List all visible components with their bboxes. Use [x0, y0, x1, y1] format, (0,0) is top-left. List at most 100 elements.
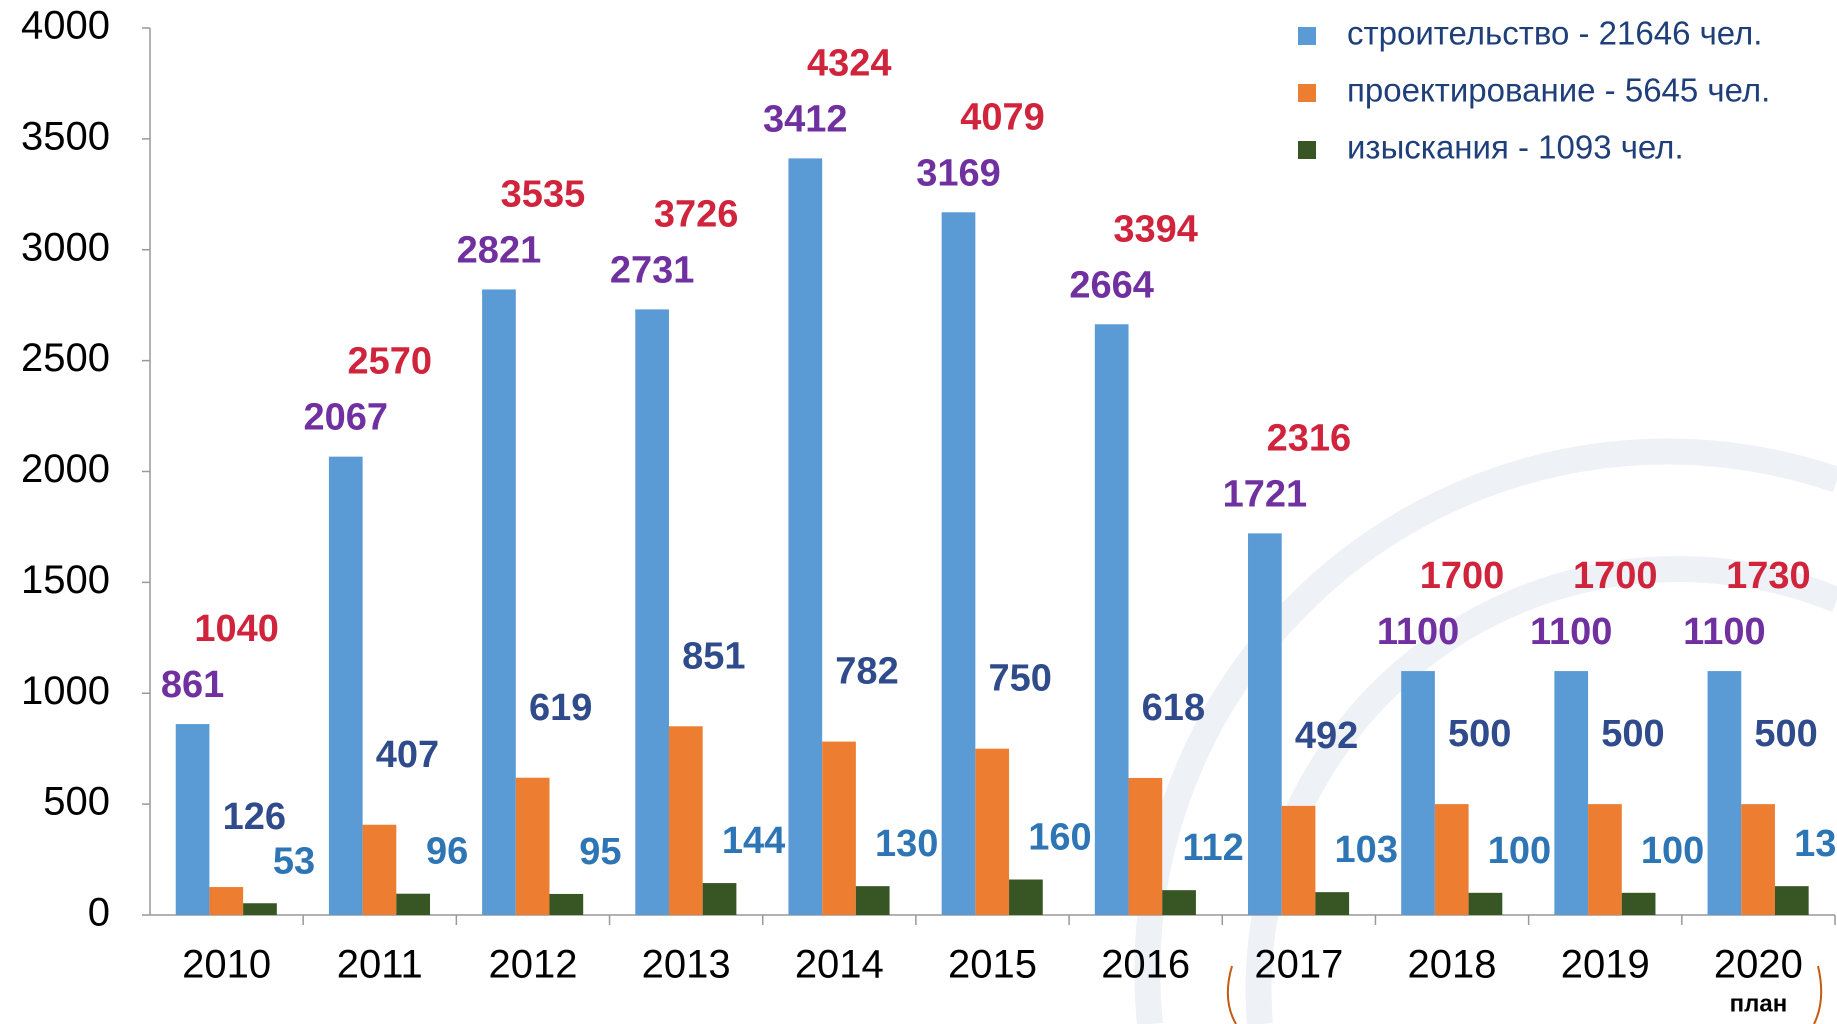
- bar: [822, 742, 856, 915]
- bar: [669, 726, 703, 915]
- value-label: 144: [722, 820, 785, 862]
- total-label: 4324: [807, 42, 892, 84]
- value-label: 500: [1448, 713, 1511, 755]
- value-label: 3169: [916, 152, 1001, 194]
- value-label: 1100: [1377, 611, 1459, 653]
- value-label: 492: [1295, 715, 1358, 757]
- bar: [516, 778, 550, 915]
- y-tick-label: 1000: [21, 669, 110, 713]
- bar: [549, 894, 583, 915]
- y-tick-label: 3000: [21, 225, 110, 269]
- bar: [635, 309, 669, 915]
- value-label: 851: [682, 635, 745, 677]
- value-label: 1721: [1223, 473, 1308, 515]
- bar: [942, 212, 976, 915]
- bar: [1282, 806, 1316, 915]
- total-label: 2316: [1267, 417, 1352, 459]
- bracket: [1228, 966, 1236, 1024]
- bar: [703, 883, 737, 915]
- bar: [329, 457, 363, 915]
- bar: [1401, 671, 1435, 915]
- value-label: 96: [426, 831, 468, 873]
- value-label: 100: [1641, 830, 1704, 872]
- value-label: 160: [1028, 817, 1091, 859]
- legend-swatch: [1298, 27, 1316, 45]
- bar: [1129, 778, 1163, 915]
- bar: [1315, 892, 1349, 915]
- bar: [1469, 893, 1503, 915]
- bar: [1588, 804, 1622, 915]
- value-label: 1100: [1530, 611, 1612, 653]
- x-tick-label: 2010: [182, 943, 271, 987]
- value-label: 95: [579, 831, 621, 873]
- value-label: 103: [1335, 829, 1398, 871]
- bar: [482, 289, 516, 915]
- bar: [176, 724, 210, 915]
- value-label: 100: [1488, 830, 1551, 872]
- x-tick-label: 2016: [1101, 943, 1190, 987]
- value-label: 782: [835, 651, 898, 693]
- bar: [1708, 671, 1742, 915]
- value-label: 2067: [303, 397, 388, 439]
- value-label: 53: [273, 840, 315, 882]
- bar: [209, 887, 243, 915]
- value-label: 130: [875, 823, 938, 865]
- x-tick-label: 2018: [1408, 943, 1497, 987]
- value-label: 407: [376, 734, 439, 776]
- y-tick-label: 0: [88, 891, 110, 935]
- total-label: 1700: [1573, 555, 1658, 597]
- chart: 0500100015002000250030003500400020108611…: [0, 0, 1837, 1024]
- legend-label: изыскания - 1093 чел.: [1347, 129, 1684, 166]
- bar: [1741, 804, 1775, 915]
- total-label: 1040: [194, 608, 279, 650]
- total-label: 3394: [1113, 208, 1198, 250]
- total-label: 4079: [960, 96, 1045, 138]
- bar: [1435, 804, 1469, 915]
- x-tick-label: 2013: [642, 943, 731, 987]
- bar: [1622, 893, 1656, 915]
- bar: [396, 894, 430, 915]
- annotation: план: [1730, 990, 1788, 1017]
- y-tick-label: 4000: [21, 4, 110, 48]
- x-tick-label: 2020: [1714, 943, 1803, 987]
- bar: [1162, 890, 1196, 915]
- legend-label: проектирование - 5645 чел.: [1347, 72, 1770, 109]
- bracket: [1814, 966, 1821, 1024]
- y-tick-label: 2000: [21, 447, 110, 491]
- total-label: 3726: [654, 193, 739, 235]
- x-tick-label: 2014: [795, 943, 884, 987]
- total-label: 2570: [347, 341, 432, 383]
- x-tick-label: 2017: [1254, 943, 1343, 987]
- x-tick-label: 2012: [488, 943, 577, 987]
- bar: [1095, 324, 1129, 915]
- bar: [975, 749, 1009, 915]
- bar: [856, 886, 890, 915]
- value-label: 1100: [1683, 611, 1765, 653]
- legend-swatch: [1298, 141, 1316, 159]
- x-tick-label: 2015: [948, 943, 1037, 987]
- legend-swatch: [1298, 84, 1316, 102]
- value-label: 619: [529, 687, 592, 729]
- bar: [788, 158, 822, 915]
- bar: [1775, 886, 1809, 915]
- value-label: 500: [1601, 713, 1664, 755]
- total-label: 1730: [1726, 555, 1811, 597]
- total-label: 1700: [1420, 555, 1505, 597]
- value-label: 2731: [610, 249, 695, 291]
- x-tick-label: 2019: [1561, 943, 1650, 987]
- total-label: 3535: [501, 173, 586, 215]
- value-label: 750: [988, 658, 1051, 700]
- value-label: 2821: [457, 229, 542, 271]
- bar: [1009, 880, 1043, 915]
- y-tick-label: 3500: [21, 114, 110, 158]
- x-tick-label: 2011: [337, 943, 423, 987]
- y-tick-label: 1500: [21, 558, 110, 602]
- value-label: 126: [223, 796, 286, 838]
- bar: [243, 903, 277, 915]
- bar: [1554, 671, 1588, 915]
- legend-label: строительство - 21646 чел.: [1347, 15, 1762, 52]
- value-label: 112: [1182, 827, 1243, 869]
- value-label: 500: [1754, 713, 1817, 755]
- value-label: 3412: [763, 98, 848, 140]
- y-tick-label: 2500: [21, 336, 110, 380]
